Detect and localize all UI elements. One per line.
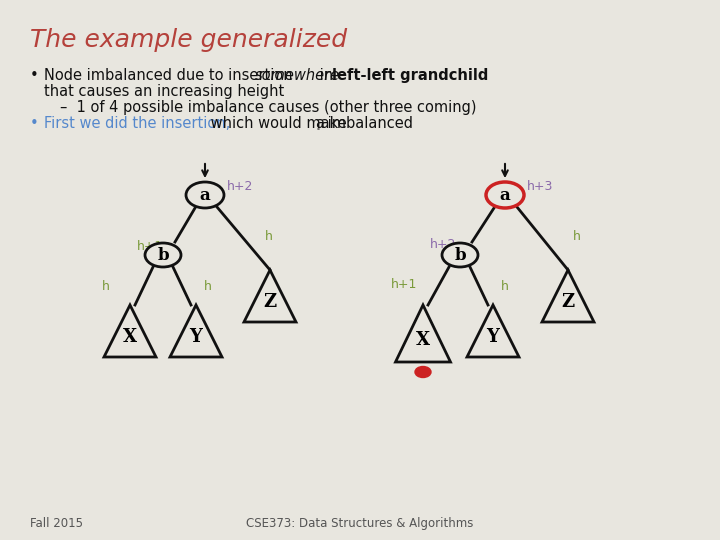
Polygon shape	[542, 270, 594, 322]
Polygon shape	[467, 305, 519, 357]
Text: Y: Y	[487, 328, 500, 346]
Polygon shape	[170, 305, 222, 357]
Text: Fall 2015: Fall 2015	[30, 517, 83, 530]
Text: in: in	[315, 68, 338, 83]
Text: Y: Y	[189, 328, 202, 346]
Text: •: •	[30, 116, 39, 131]
Text: –  1 of 4 possible imbalance causes (other three coming): – 1 of 4 possible imbalance causes (othe…	[60, 100, 477, 115]
Ellipse shape	[442, 243, 478, 267]
Text: b: b	[157, 246, 168, 264]
Text: X: X	[123, 328, 137, 346]
Text: a: a	[199, 186, 210, 204]
Text: somewhere: somewhere	[255, 68, 340, 83]
Text: h+1: h+1	[391, 279, 418, 292]
Text: •: •	[30, 68, 39, 83]
Text: h: h	[573, 231, 581, 244]
Ellipse shape	[486, 182, 524, 208]
Text: First we did the insertion,: First we did the insertion,	[44, 116, 230, 131]
Text: X: X	[416, 332, 430, 349]
Text: a: a	[500, 186, 510, 204]
Text: that causes an increasing height: that causes an increasing height	[44, 84, 284, 99]
Text: a: a	[315, 116, 324, 131]
Text: CSE373: Data Structures & Algorithms: CSE373: Data Structures & Algorithms	[246, 517, 474, 530]
Text: h+2: h+2	[430, 239, 456, 252]
Text: left-left grandchild: left-left grandchild	[332, 68, 488, 83]
Text: h: h	[102, 280, 110, 294]
Ellipse shape	[186, 182, 224, 208]
Ellipse shape	[415, 367, 431, 377]
Polygon shape	[395, 305, 451, 362]
Text: h: h	[265, 231, 273, 244]
Text: h: h	[204, 280, 212, 294]
Text: Z: Z	[562, 293, 575, 311]
Text: h+1: h+1	[137, 240, 163, 253]
Text: h+3: h+3	[527, 180, 554, 193]
Text: imbalanced: imbalanced	[323, 116, 413, 131]
Text: which would make: which would make	[206, 116, 351, 131]
Text: h+2: h+2	[227, 180, 253, 193]
Ellipse shape	[145, 243, 181, 267]
Text: Z: Z	[264, 293, 276, 311]
Text: h: h	[501, 280, 509, 294]
Polygon shape	[244, 270, 296, 322]
Text: Node imbalanced due to insertion: Node imbalanced due to insertion	[44, 68, 297, 83]
Polygon shape	[104, 305, 156, 357]
Text: b: b	[454, 246, 466, 264]
Text: The example generalized: The example generalized	[30, 28, 347, 52]
